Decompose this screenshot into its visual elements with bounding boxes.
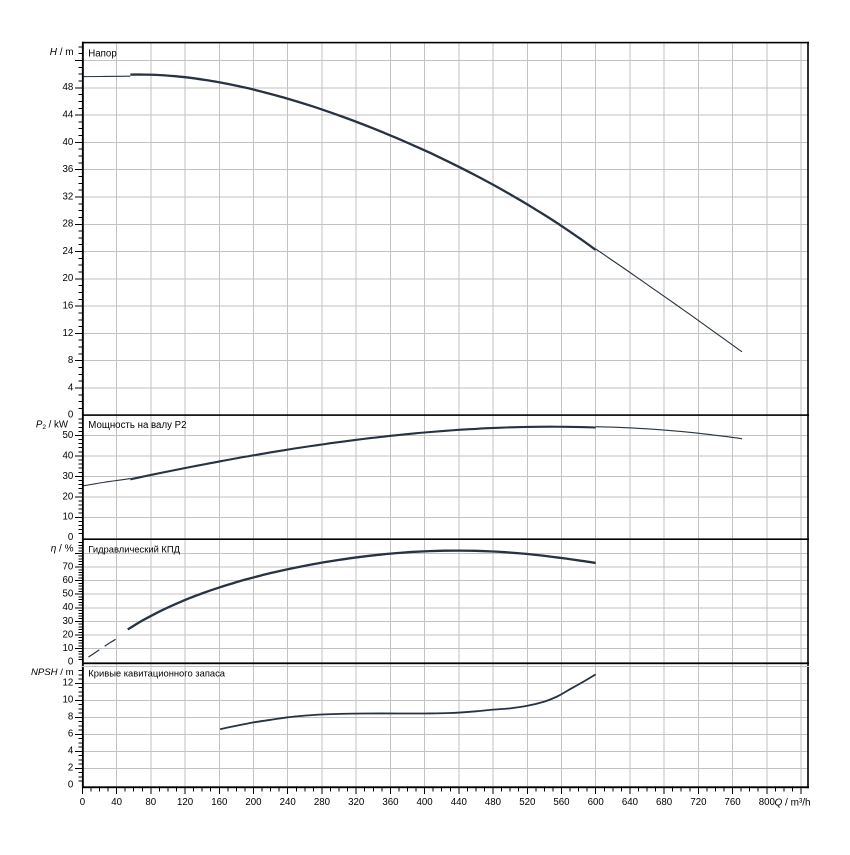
svg-text:20: 20: [63, 629, 74, 640]
svg-text:760: 760: [725, 797, 742, 808]
svg-text:600: 600: [588, 797, 605, 808]
svg-text:40: 40: [111, 797, 122, 808]
svg-text:160: 160: [211, 797, 228, 808]
svg-text:20: 20: [63, 491, 74, 502]
svg-text:0: 0: [68, 657, 74, 668]
svg-text:η / %: η / %: [51, 543, 74, 554]
svg-text:28: 28: [63, 219, 74, 230]
svg-text:P2 / kW: P2 / kW: [36, 419, 69, 431]
svg-text:280: 280: [314, 797, 331, 808]
svg-text:40: 40: [63, 137, 74, 148]
svg-text:0: 0: [68, 532, 74, 543]
svg-text:0: 0: [68, 410, 74, 421]
svg-text:8: 8: [68, 355, 73, 366]
svg-text:NPSH / m: NPSH / m: [31, 667, 74, 678]
svg-text:36: 36: [63, 164, 74, 175]
svg-text:120: 120: [177, 797, 194, 808]
svg-text:60: 60: [63, 575, 74, 586]
svg-text:80: 80: [145, 797, 156, 808]
svg-text:360: 360: [382, 797, 399, 808]
svg-text:16: 16: [63, 301, 74, 312]
svg-text:200: 200: [245, 797, 262, 808]
svg-text:50: 50: [63, 589, 74, 600]
svg-text:640: 640: [622, 797, 639, 808]
svg-text:6: 6: [68, 729, 73, 740]
svg-text:Мощность на валу P2: Мощность на валу P2: [88, 420, 186, 431]
svg-text:4: 4: [68, 746, 74, 757]
svg-text:30: 30: [63, 616, 74, 627]
svg-text:10: 10: [63, 695, 74, 706]
svg-text:0: 0: [68, 780, 74, 791]
svg-text:800: 800: [759, 797, 776, 808]
svg-text:4: 4: [68, 382, 74, 393]
svg-text:32: 32: [63, 191, 74, 202]
svg-text:50: 50: [63, 430, 74, 441]
svg-text:44: 44: [63, 110, 74, 121]
svg-text:0: 0: [80, 797, 86, 808]
svg-text:10: 10: [63, 512, 74, 523]
svg-text:Гидравлический КПД: Гидравлический КПД: [88, 544, 180, 555]
svg-text:Кривые кавитационного запаса: Кривые кавитационного запаса: [88, 667, 226, 678]
svg-text:400: 400: [417, 797, 434, 808]
svg-text:30: 30: [63, 471, 74, 482]
svg-text:20: 20: [63, 273, 74, 284]
svg-text:12: 12: [63, 678, 74, 689]
svg-text:480: 480: [485, 797, 502, 808]
svg-text:H / m: H / m: [50, 47, 74, 58]
svg-text:Q / m³/h: Q / m³/h: [775, 797, 811, 808]
svg-text:520: 520: [519, 797, 536, 808]
svg-text:70: 70: [63, 562, 74, 573]
svg-text:320: 320: [348, 797, 365, 808]
svg-text:12: 12: [63, 328, 74, 339]
svg-text:10: 10: [63, 643, 74, 654]
svg-text:240: 240: [280, 797, 297, 808]
svg-text:40: 40: [63, 450, 74, 461]
svg-text:Напор: Напор: [88, 48, 116, 59]
svg-text:24: 24: [63, 246, 74, 257]
svg-text:680: 680: [656, 797, 673, 808]
svg-text:720: 720: [690, 797, 707, 808]
svg-text:48: 48: [63, 82, 74, 93]
svg-text:440: 440: [451, 797, 468, 808]
svg-text:2: 2: [68, 763, 73, 774]
svg-text:560: 560: [553, 797, 570, 808]
svg-text:8: 8: [68, 712, 73, 723]
svg-text:40: 40: [63, 602, 74, 613]
